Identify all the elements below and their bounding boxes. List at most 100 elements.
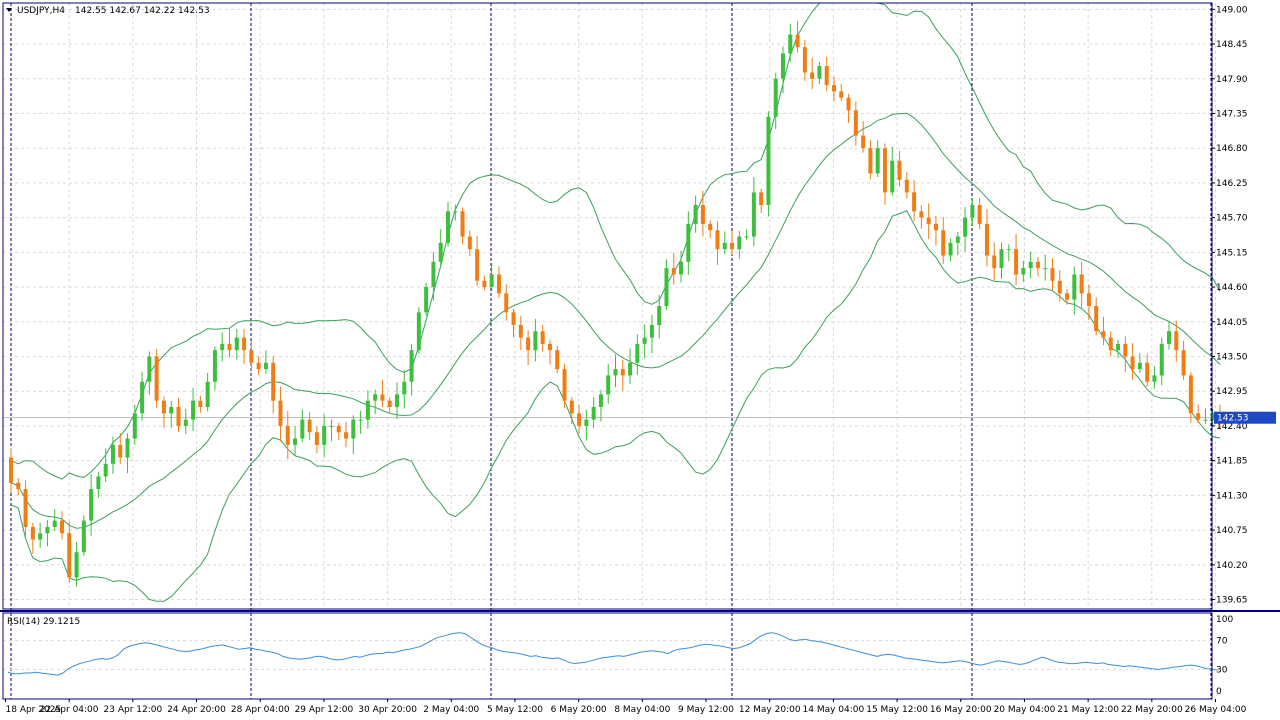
candle[interactable] <box>344 421 349 448</box>
candle[interactable] <box>147 351 152 395</box>
candle[interactable] <box>416 307 421 354</box>
candle[interactable] <box>766 111 771 217</box>
candle[interactable] <box>773 72 778 130</box>
candle[interactable] <box>926 203 931 240</box>
candle[interactable] <box>620 360 625 391</box>
candle[interactable] <box>824 56 829 92</box>
candle[interactable] <box>191 387 196 432</box>
candle[interactable] <box>118 433 123 465</box>
candle[interactable] <box>591 397 596 429</box>
candle[interactable] <box>45 520 50 547</box>
candle[interactable] <box>38 522 43 548</box>
candle[interactable] <box>9 448 13 493</box>
candle[interactable] <box>642 324 647 359</box>
candle[interactable] <box>1152 366 1157 389</box>
candle[interactable] <box>1196 404 1201 423</box>
candle[interactable] <box>970 198 975 226</box>
candle[interactable] <box>693 195 698 233</box>
candle[interactable] <box>1203 408 1208 425</box>
candle[interactable] <box>198 395 203 413</box>
candle[interactable] <box>1035 257 1040 277</box>
candle[interactable] <box>649 314 654 354</box>
candle[interactable] <box>1159 337 1164 386</box>
candle[interactable] <box>999 242 1004 279</box>
candle[interactable] <box>475 236 480 286</box>
candle[interactable] <box>577 404 582 434</box>
candle[interactable] <box>846 93 851 123</box>
candle[interactable] <box>445 201 450 247</box>
candle[interactable] <box>613 354 618 388</box>
candle[interactable] <box>154 348 159 409</box>
candle[interactable] <box>140 371 145 421</box>
candle[interactable] <box>875 140 880 177</box>
candle[interactable] <box>992 242 997 281</box>
candle[interactable] <box>664 259 669 311</box>
candle[interactable] <box>169 400 174 428</box>
candle[interactable] <box>489 263 494 292</box>
candle[interactable] <box>110 436 115 474</box>
candle[interactable] <box>220 332 225 362</box>
candle[interactable] <box>176 397 181 433</box>
candle[interactable] <box>708 220 713 239</box>
candle[interactable] <box>751 177 756 247</box>
candle[interactable] <box>730 231 735 255</box>
candle[interactable] <box>795 20 800 53</box>
candle[interactable] <box>307 412 312 440</box>
candle[interactable] <box>402 370 407 409</box>
candle[interactable] <box>1086 284 1091 321</box>
candle[interactable] <box>1094 297 1099 336</box>
candle[interactable] <box>715 221 720 265</box>
candle[interactable] <box>1174 320 1179 362</box>
candle[interactable] <box>955 231 960 256</box>
candle[interactable] <box>431 251 436 301</box>
candle[interactable] <box>1167 320 1172 350</box>
candle[interactable] <box>23 480 28 537</box>
candle[interactable] <box>686 211 691 275</box>
candle[interactable] <box>263 350 268 374</box>
candle[interactable] <box>977 197 982 230</box>
candle[interactable] <box>256 356 261 376</box>
candle[interactable] <box>1145 353 1150 387</box>
candle[interactable] <box>249 341 254 372</box>
candle[interactable] <box>132 404 137 445</box>
candle[interactable] <box>365 390 370 429</box>
candle[interactable] <box>1130 343 1135 381</box>
candle[interactable] <box>810 57 815 90</box>
candle[interactable] <box>802 39 807 81</box>
candle[interactable] <box>387 397 392 413</box>
candle[interactable] <box>467 230 472 257</box>
candle[interactable] <box>81 515 86 556</box>
candle[interactable] <box>1108 331 1113 357</box>
candle[interactable] <box>409 344 414 396</box>
candle[interactable] <box>526 330 531 366</box>
candle[interactable] <box>533 319 538 362</box>
candle[interactable] <box>395 382 400 419</box>
candle[interactable] <box>984 209 989 267</box>
candle[interactable] <box>52 509 57 532</box>
candle[interactable] <box>781 46 786 94</box>
candle[interactable] <box>722 231 727 255</box>
candle[interactable] <box>1006 244 1011 262</box>
candle[interactable] <box>314 426 319 453</box>
candle[interactable] <box>1028 251 1033 279</box>
candle[interactable] <box>373 389 378 414</box>
candle[interactable] <box>540 324 545 352</box>
candle[interactable] <box>234 328 239 360</box>
candle[interactable] <box>671 252 676 285</box>
candle[interactable] <box>912 179 917 221</box>
candle[interactable] <box>817 61 822 84</box>
candle[interactable] <box>635 334 640 375</box>
candle[interactable] <box>890 146 895 196</box>
candle[interactable] <box>941 216 946 264</box>
candle[interactable] <box>1101 316 1106 346</box>
price-axis[interactable]: 149.00 148.45 147.90 147.35 146.80 146.25 145.… <box>1212 5 1248 606</box>
candle[interactable] <box>518 316 523 351</box>
candle[interactable] <box>1072 266 1077 315</box>
candle[interactable] <box>839 84 844 102</box>
candle[interactable] <box>242 328 247 364</box>
candle[interactable] <box>628 348 633 384</box>
candle[interactable] <box>562 363 567 408</box>
candle[interactable] <box>351 415 356 455</box>
candle[interactable] <box>606 363 611 404</box>
